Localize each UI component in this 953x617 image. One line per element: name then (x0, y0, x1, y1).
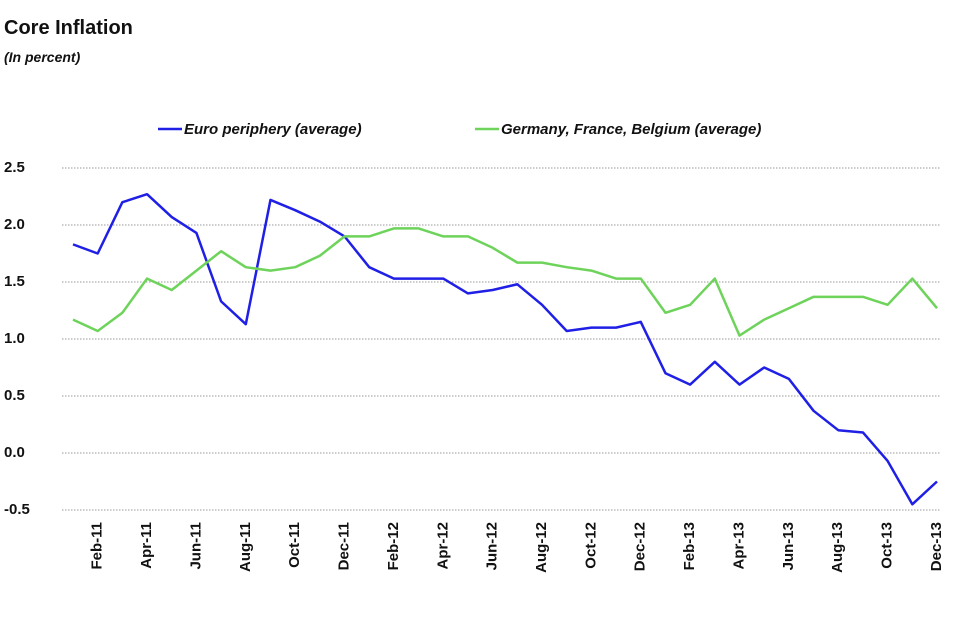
x-tick-label: Jun-13 (780, 522, 797, 570)
x-tick-label: Oct-11 (286, 522, 303, 568)
x-tick-label: Dec-13 (928, 522, 945, 571)
x-tick-label: Feb-13 (681, 522, 698, 570)
y-tick-label: 0.0 (4, 444, 25, 461)
x-tick-label: Feb-12 (385, 522, 402, 570)
x-tick-label: Aug-11 (237, 522, 254, 572)
x-tick-label: Aug-13 (829, 522, 846, 573)
x-tick-label: Oct-12 (582, 522, 599, 569)
x-tick-label: Apr-12 (434, 522, 451, 570)
y-tick-label: 2.5 (4, 159, 25, 176)
chart-title: Core Inflation (4, 17, 133, 39)
x-tick-label: Aug-12 (533, 522, 550, 573)
y-tick-label: 2.0 (4, 216, 25, 233)
x-tick-label: Apr-11 (138, 522, 155, 569)
x-tick-label: Dec-12 (632, 522, 649, 571)
legend-label: Germany, France, Belgium (average) (501, 121, 761, 138)
series-line (72, 227, 938, 337)
x-tick-label: Jun-11 (187, 522, 204, 570)
x-tick-label: Apr-13 (730, 522, 747, 570)
y-tick-label: 1.0 (4, 330, 25, 347)
chart-subtitle: (In percent) (4, 49, 81, 65)
y-tick-label: 0.5 (4, 387, 25, 404)
x-tick-label: Oct-13 (879, 522, 896, 569)
x-tick-label: Jun-12 (484, 522, 501, 570)
y-tick-label: -0.5 (4, 501, 30, 518)
legend-label: Euro periphery (average) (184, 121, 362, 138)
series-line (72, 192, 938, 506)
y-tick-label: 1.5 (4, 273, 25, 290)
x-tick-label: Feb-11 (89, 522, 106, 570)
x-tick-label: Dec-11 (336, 522, 353, 570)
